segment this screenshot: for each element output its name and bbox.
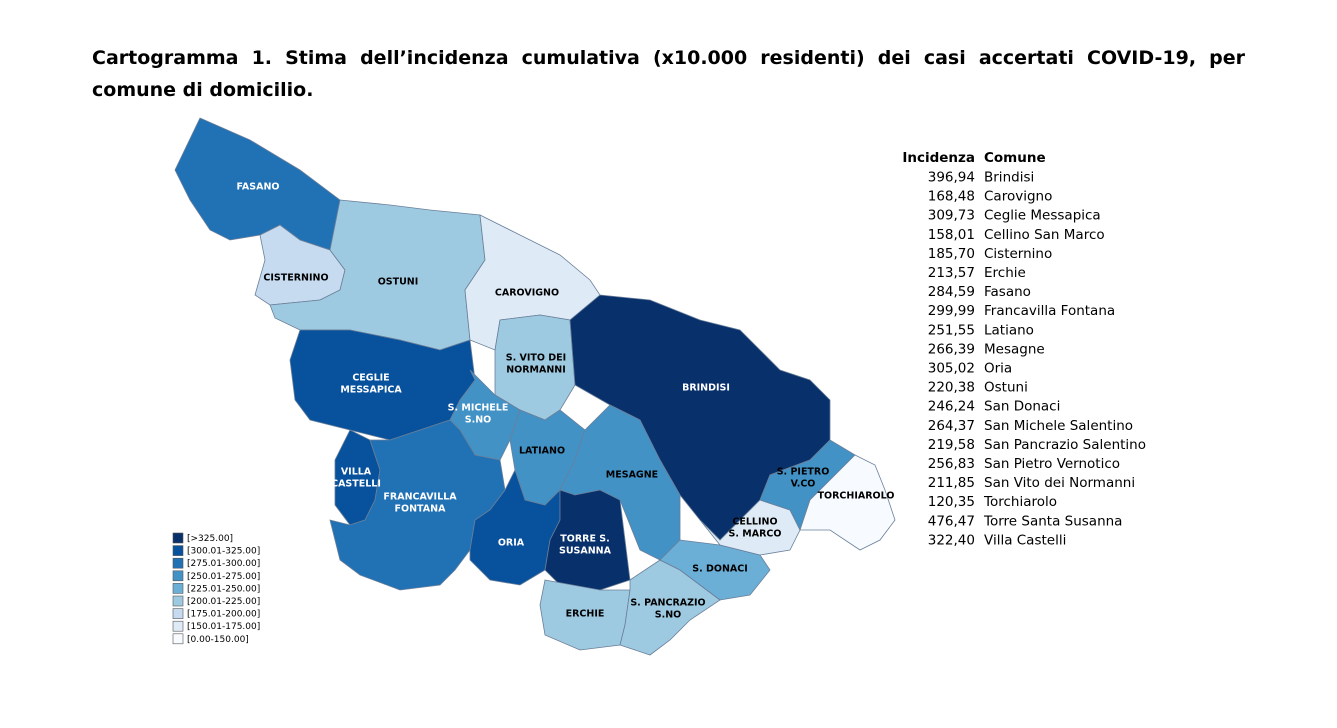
- region-label: S.NO: [465, 415, 491, 426]
- region-label: CELLINO: [732, 517, 777, 528]
- region-label: OSTUNI: [378, 277, 419, 288]
- table-value: 158,01: [928, 227, 975, 243]
- table-value: 264,37: [928, 418, 975, 434]
- table-value: 396,94: [928, 170, 975, 186]
- table-value: 220,38: [928, 380, 975, 396]
- region-label: NORMANNI: [506, 365, 566, 376]
- table-name: Oria: [984, 361, 1012, 377]
- region-label: CISTERNINO: [263, 273, 328, 284]
- table-value: 213,57: [928, 265, 975, 281]
- region-label: SUSANNA: [559, 546, 612, 557]
- legend-label: [300.01-325.00]: [187, 547, 260, 557]
- legend-swatch: [172, 570, 184, 582]
- region-label: S.NO: [655, 610, 681, 621]
- table-value: 284,59: [928, 284, 975, 300]
- table-name: Brindisi: [984, 170, 1034, 186]
- table-name: Ostuni: [984, 380, 1028, 396]
- table-value: 256,83: [928, 456, 975, 472]
- region-label: TORRE S.: [560, 534, 609, 545]
- table-name: Ceglie Messapica: [984, 208, 1101, 224]
- region-label: V.CO: [791, 479, 816, 490]
- region-label: S. PIETRO: [777, 467, 830, 478]
- legend-swatch: [172, 532, 184, 544]
- legend-swatch: [172, 620, 184, 632]
- table-value: 476,47: [928, 513, 975, 529]
- region-label: CASTELLI: [331, 479, 381, 490]
- title: Cartogramma 1. Stima dell’incidenza cumu…: [92, 47, 1245, 101]
- table-value: 299,99: [928, 303, 975, 319]
- table-value: 185,70: [928, 246, 975, 262]
- region-label: VILLA: [341, 467, 372, 478]
- legend-swatch: [172, 633, 184, 645]
- table-name: San Pietro Vernotico: [984, 456, 1120, 472]
- region-label: FASANO: [237, 182, 280, 193]
- legend-label: [>325.00]: [187, 534, 233, 544]
- region: [559, 404, 681, 561]
- region-label: CEGLIE: [352, 373, 389, 384]
- table-name: Erchie: [984, 265, 1026, 281]
- table-value: 168,48: [928, 189, 975, 205]
- table-value: 120,35: [928, 494, 975, 510]
- region-label: S. VITO DEI: [506, 353, 566, 364]
- table-name: Torre Santa Susanna: [983, 513, 1122, 529]
- legend-swatch: [172, 545, 184, 556]
- region-label: MESSAPICA: [340, 385, 402, 396]
- table-value: 266,39: [928, 341, 975, 357]
- region-label: CAROVIGNO: [495, 288, 559, 299]
- region: [329, 419, 506, 591]
- region-label: TORCHIAROLO: [818, 491, 895, 502]
- region-label: FONTANA: [395, 504, 447, 515]
- table-name: San Vito dei Normanni: [984, 475, 1135, 491]
- region: [799, 454, 896, 551]
- table-name: Francavilla Fontana: [984, 303, 1115, 319]
- table-value: 309,73: [928, 208, 975, 224]
- table-value: 219,58: [928, 437, 975, 453]
- legend-swatch: [172, 608, 184, 619]
- table-value: 305,02: [928, 361, 975, 377]
- table-name: Carovigno: [984, 189, 1052, 205]
- legend-label: [200.01-225.00]: [187, 597, 260, 607]
- table-value: 211,85: [928, 475, 975, 491]
- table-name: Latiano: [984, 322, 1034, 338]
- table-name: San Donaci: [984, 399, 1060, 415]
- table-name: Cellino San Marco: [984, 227, 1105, 243]
- region-label: S. DONACI: [692, 564, 748, 575]
- region-label: ERCHIE: [566, 609, 605, 620]
- legend-label: [250.01-275.00]: [187, 572, 260, 582]
- legend-swatch: [172, 557, 184, 569]
- region-label: S. MICHELE: [448, 403, 509, 414]
- table-name: Villa Castelli: [984, 532, 1066, 548]
- legend-label: [275.01-300.00]: [187, 559, 260, 569]
- region-label: S. MARCO: [729, 529, 782, 540]
- region-label: LATIANO: [519, 446, 565, 457]
- table-value: 251,55: [928, 322, 975, 338]
- table-name: Cisternino: [984, 246, 1052, 262]
- region-label: BRINDISI: [682, 383, 730, 394]
- table-name: San Michele Salentino: [984, 418, 1133, 434]
- table-header: Comune: [984, 150, 1046, 166]
- region-label: ORIA: [498, 538, 525, 549]
- region-label: S. PANCRAZIO: [630, 598, 705, 609]
- region: [544, 489, 631, 591]
- table-name: Torchiarolo: [983, 494, 1057, 510]
- legend-label: [150.01-175.00]: [187, 622, 260, 632]
- region-label: MESAGNE: [606, 470, 658, 481]
- table-value: 322,40: [928, 532, 975, 548]
- region-label: FRANCAVILLA: [383, 492, 457, 503]
- table-value: 246,24: [928, 399, 975, 415]
- table-header: Incidenza: [902, 150, 975, 166]
- legend-swatch: [172, 595, 184, 607]
- table-name: San Pancrazio Salentino: [984, 437, 1146, 453]
- legend-label: [175.01-200.00]: [187, 610, 260, 620]
- legend-label: [225.01-250.00]: [187, 584, 260, 594]
- legend-label: [0.00-150.00]: [187, 635, 249, 645]
- table-name: Mesagne: [984, 341, 1045, 357]
- region: [659, 539, 771, 601]
- table-name: Fasano: [984, 284, 1031, 300]
- legend-swatch: [172, 583, 184, 594]
